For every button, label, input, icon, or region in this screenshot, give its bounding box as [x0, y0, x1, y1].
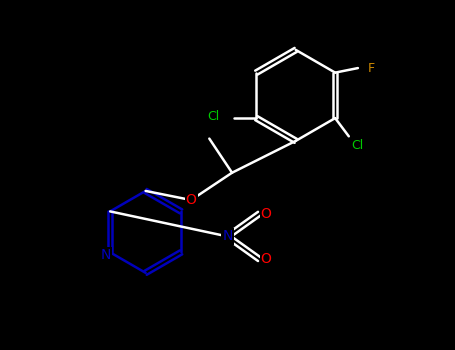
Text: Cl: Cl	[207, 110, 220, 123]
Text: N: N	[222, 230, 233, 244]
Text: O: O	[186, 193, 197, 207]
Text: N: N	[101, 248, 111, 262]
Text: Cl: Cl	[351, 139, 364, 152]
Text: O: O	[261, 206, 272, 221]
Text: F: F	[368, 62, 375, 75]
Text: O: O	[261, 252, 272, 266]
